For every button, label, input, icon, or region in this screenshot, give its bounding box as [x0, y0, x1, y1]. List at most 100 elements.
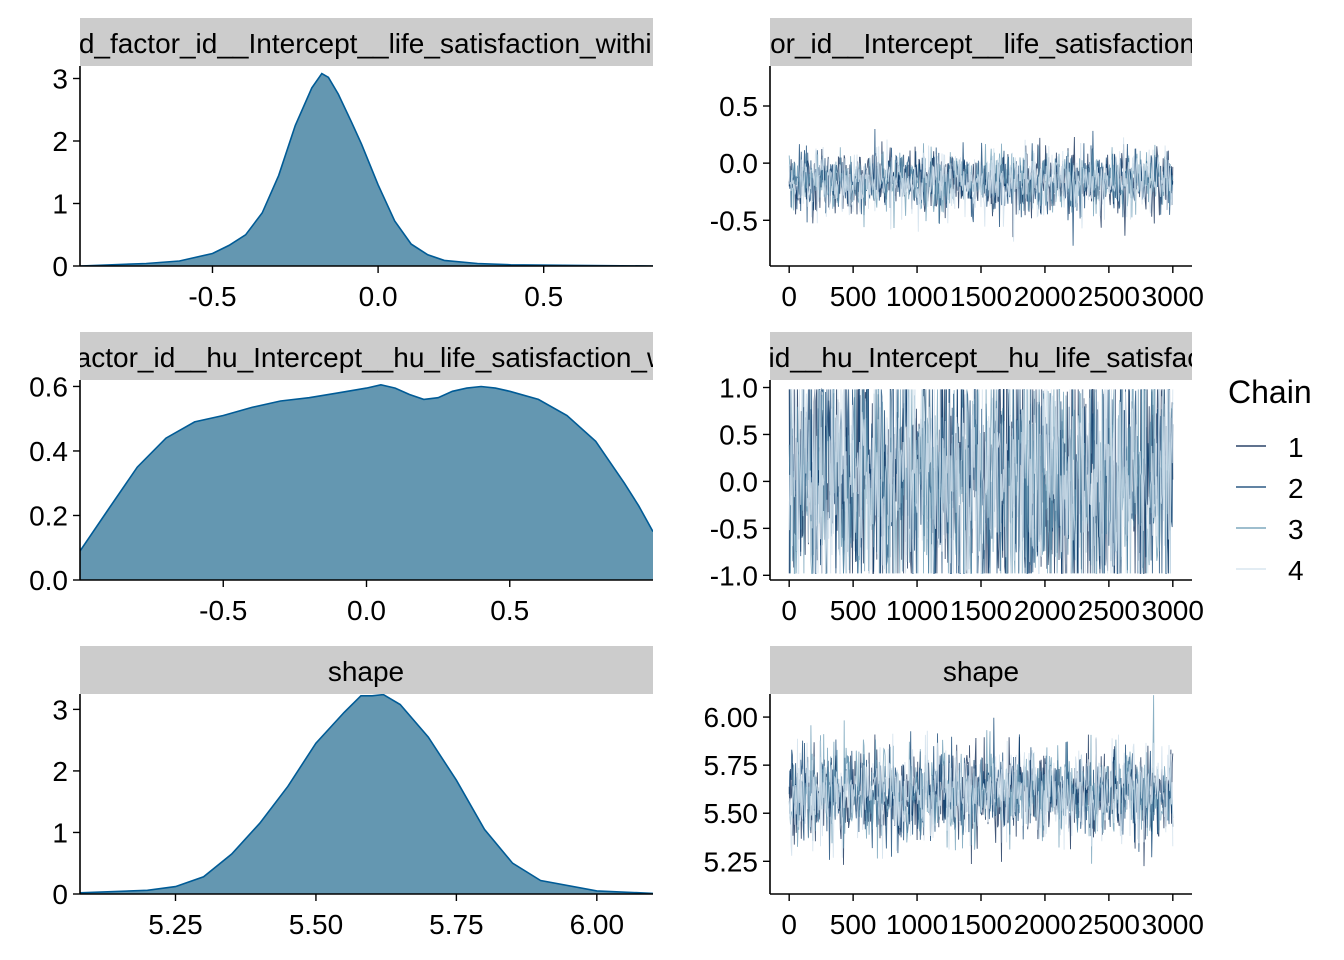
density-axes: 0 1 2 3 -0.5 0.0 0.5	[52, 64, 653, 312]
density-panel-1: sd_factor_id__Intercept__life_satisfacti…	[52, 18, 667, 312]
y-tick-label: 3	[52, 64, 68, 95]
legend-entry: 1	[1236, 432, 1304, 463]
y-tick-label: 2	[52, 126, 68, 157]
x-tick-label: 0	[781, 595, 797, 626]
x-tick-label: 1000	[886, 909, 948, 940]
x-tick-label: 1500	[950, 281, 1012, 312]
y-tick-label: 0.4	[29, 436, 68, 467]
y-tick-label: 5.75	[704, 750, 759, 781]
legend-entry: 3	[1236, 514, 1304, 545]
x-tick-label: 2000	[1014, 595, 1076, 626]
facet-strip-label: cor_factor_id__hu_Intercept__hu_life_sat…	[13, 342, 718, 373]
x-tick-label: 2500	[1078, 909, 1140, 940]
y-tick-label: 5.25	[704, 846, 759, 877]
y-tick-label: -0.5	[710, 513, 758, 544]
facet-strip	[770, 18, 1192, 66]
x-tick-label: 1500	[950, 909, 1012, 940]
facet-strip	[770, 332, 1192, 380]
y-tick-label: 0.5	[719, 91, 758, 122]
facet-strip	[770, 646, 1192, 694]
density-curve	[80, 72, 653, 266]
x-tick-label: 5.75	[429, 909, 484, 940]
y-tick-label: 1	[52, 817, 68, 848]
x-tick-label: 500	[830, 281, 877, 312]
x-tick-label: 3000	[1142, 281, 1204, 312]
trace-line-chain-4	[788, 137, 1174, 242]
x-tick-label: -0.5	[199, 595, 247, 626]
legend: Chain 1 2 3 4	[1228, 374, 1312, 586]
facet-strip	[80, 18, 653, 66]
legend-entry: 2	[1236, 473, 1304, 504]
trace-line-chain-4	[788, 388, 1174, 574]
x-tick-label: 0.5	[524, 281, 563, 312]
density-area	[80, 73, 653, 266]
density-marks	[80, 72, 653, 266]
x-tick-label: 1000	[886, 281, 948, 312]
x-tick-label: 0.5	[490, 595, 529, 626]
density-marks	[80, 694, 653, 894]
x-tick-label: 0	[781, 281, 797, 312]
x-tick-label: 3000	[1142, 909, 1204, 940]
facet-strip-label: sd_factor_id__Intercept__life_satisfacti…	[65, 28, 667, 59]
trace-marks	[788, 387, 1174, 574]
trace-axes: 5.25 5.50 5.75 6.00 0 500 1000 1500 2000 2500 3000	[704, 694, 1204, 940]
x-tick-label: 3000	[1142, 595, 1204, 626]
trace-axes: -1.0 -0.5 0.0 0.5 1.0 0 500 1000 1500 2000 2500 300…	[710, 373, 1204, 626]
x-tick-label: 2000	[1014, 909, 1076, 940]
x-tick-label: 500	[830, 909, 877, 940]
y-tick-label: 0.0	[29, 565, 68, 596]
x-tick-label: 5.25	[148, 909, 203, 940]
x-tick-label: -0.5	[188, 281, 236, 312]
y-tick-label: 2	[52, 756, 68, 787]
facet-strip-label: sd_factor_id__Intercept__life_satisfacti…	[680, 28, 1282, 59]
legend-entry: 4	[1236, 555, 1304, 586]
x-tick-label: 0.0	[359, 281, 398, 312]
x-tick-label: 1500	[950, 595, 1012, 626]
x-tick-label: 2500	[1078, 595, 1140, 626]
y-tick-label: 3	[52, 694, 68, 725]
x-tick-label: 6.00	[570, 909, 625, 940]
density-panel-3: shape 0 1 2 3 5.25 5.50 5.75 6.00	[52, 646, 653, 940]
y-tick-label: 1	[52, 189, 68, 220]
trace-panel-3: shape 5.25 5.50 5.75 6.00 0 500 1000 1500 2000 25…	[704, 646, 1204, 940]
y-tick-label: 0	[52, 879, 68, 910]
facet-strip-label: shape	[328, 656, 404, 687]
trace-line-chain-4	[788, 730, 1174, 859]
y-tick-label: 0.2	[29, 500, 68, 531]
y-tick-label: -0.5	[710, 205, 758, 236]
density-curve	[80, 694, 653, 894]
legend-label-4: 4	[1288, 555, 1304, 586]
facet-strip	[80, 646, 653, 694]
x-tick-label: 5.50	[289, 909, 344, 940]
trace-marks	[788, 128, 1174, 246]
x-tick-label: 0.0	[347, 595, 386, 626]
y-tick-label: 1.0	[719, 373, 758, 404]
facet-strip-label: shape	[943, 656, 1019, 687]
x-tick-label: 1000	[886, 595, 948, 626]
x-tick-label: 0	[781, 909, 797, 940]
density-panel-2: cor_factor_id__hu_Intercept__hu_life_sat…	[13, 332, 718, 626]
y-tick-label: 0.6	[29, 371, 68, 402]
density-area	[80, 384, 653, 580]
trace-axes: -0.5 0.0 0.5 0 500 1000 1500 2000 2500 3000	[710, 66, 1204, 312]
x-tick-label: 500	[830, 595, 877, 626]
y-tick-label: 0.5	[719, 419, 758, 450]
y-tick-label: 0.0	[719, 466, 758, 497]
x-tick-label: 2000	[1014, 281, 1076, 312]
density-curve	[80, 383, 653, 552]
density-axes: 0.0 0.2 0.4 0.6 -0.5 0.0 0.5	[29, 371, 653, 626]
y-tick-label: 5.50	[704, 798, 759, 829]
legend-label-1: 1	[1288, 432, 1304, 463]
facet-strip	[80, 332, 653, 380]
y-tick-label: 0.0	[719, 148, 758, 179]
density-axes: 0 1 2 3 5.25 5.50 5.75 6.00	[52, 694, 653, 940]
density-marks	[80, 383, 653, 580]
trace-panel-2: cor_factor_id__hu_Intercept__hu_life_sat…	[710, 332, 1204, 626]
x-tick-label: 2500	[1078, 281, 1140, 312]
density-area	[80, 694, 653, 894]
trace-panel-1: sd_factor_id__Intercept__life_satisfacti…	[680, 18, 1282, 312]
trace-marks	[788, 695, 1174, 867]
y-tick-label: -1.0	[710, 560, 758, 591]
legend-title: Chain	[1228, 374, 1312, 410]
